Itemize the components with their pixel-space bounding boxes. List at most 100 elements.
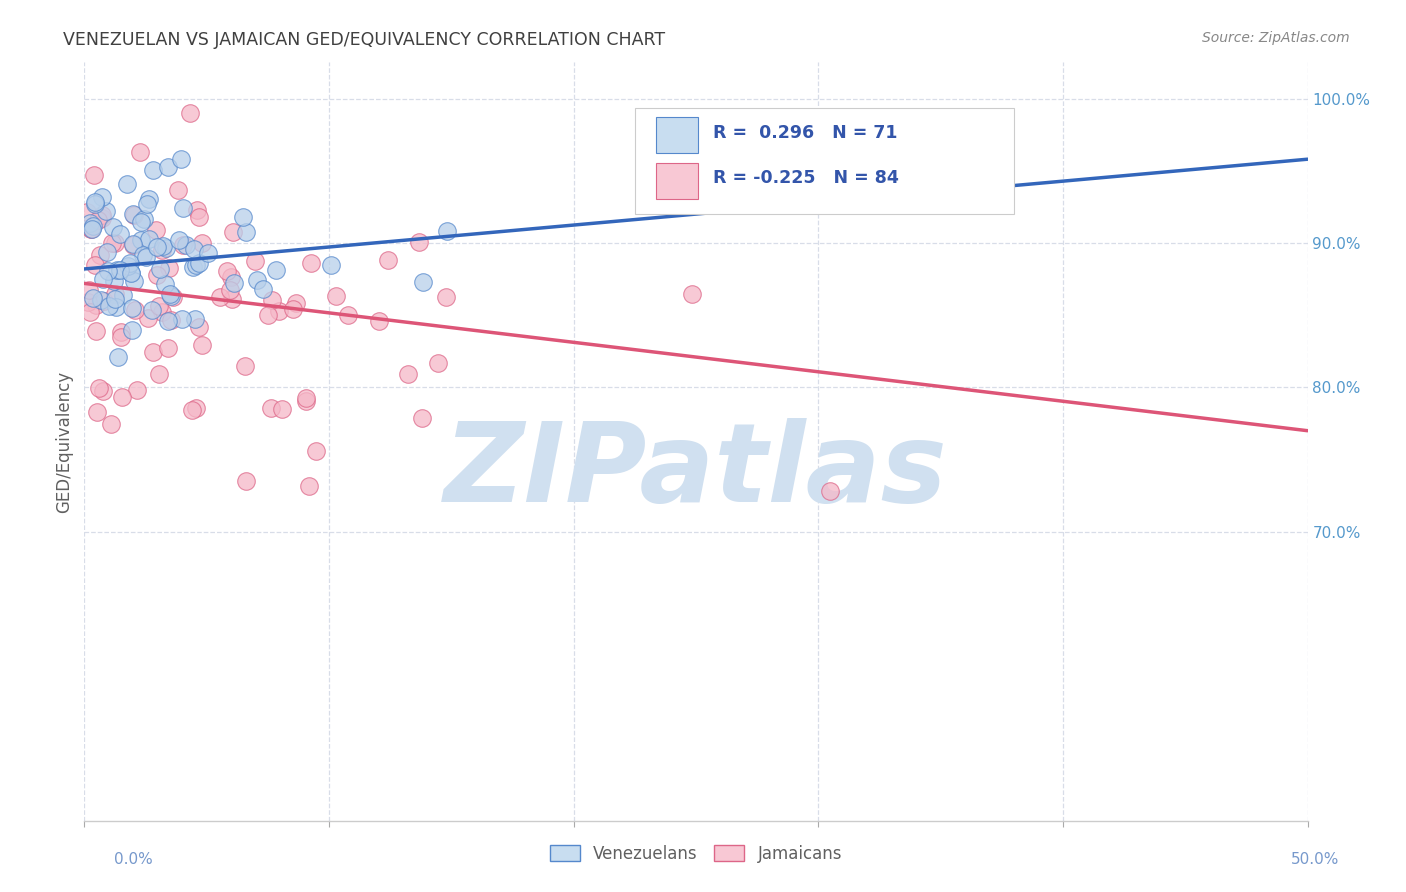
Point [191,235,214,250]
Point [367,313,389,327]
FancyBboxPatch shape [636,108,1014,214]
Point [97,264,120,278]
Point [104,236,127,251]
Point [155,277,177,291]
Text: VENEZUELAN VS JAMAICAN GED/EQUIVALENCY CORRELATION CHART: VENEZUELAN VS JAMAICAN GED/EQUIVALENCY C… [63,31,665,49]
Point [79,216,101,230]
Point [434,290,457,304]
Point [142,345,165,359]
Point [260,293,283,307]
Point [159,288,181,302]
Point [84,258,107,272]
Point [246,273,269,287]
Point [184,401,207,415]
Point [111,288,134,302]
Point [107,351,129,365]
Point [260,401,283,415]
Point [197,246,219,260]
Point [138,311,160,326]
Point [83,197,105,211]
Point [149,262,172,277]
Point [122,274,145,288]
Point [252,282,274,296]
Point [110,390,132,404]
Point [270,401,292,416]
Point [76,204,98,219]
Point [121,323,143,337]
Point [87,213,110,227]
Point [79,304,101,318]
Point [179,106,201,120]
Point [148,367,170,381]
Point [181,402,204,417]
Point [115,177,138,191]
Point [188,210,211,224]
Point [283,302,305,317]
Point [157,341,180,355]
Point [93,293,115,308]
Point [412,275,434,289]
Point [98,299,121,313]
Point [146,268,169,282]
Point [103,220,125,235]
Point [321,259,343,273]
Point [150,243,173,257]
Point [426,356,449,370]
Point [82,219,104,233]
Point [188,256,211,270]
Point [83,169,105,183]
Point [298,479,321,493]
Point [681,286,703,301]
Point [120,266,142,280]
Point [105,300,128,314]
Point [90,208,112,222]
Point [257,308,280,322]
Point [96,203,118,218]
Point [264,262,287,277]
Point [232,210,254,224]
Point [325,289,347,303]
Point [110,227,132,241]
Point [122,236,145,251]
Point [159,313,181,327]
Point [84,324,107,338]
Point [121,266,143,280]
Point [152,305,174,319]
Point [284,296,307,310]
Point [436,224,458,238]
Point [295,392,318,406]
Point [235,225,257,239]
Bar [655,162,699,199]
Point [101,236,124,251]
Point [138,192,160,206]
Point [110,329,132,343]
Legend: Venezuelans, Jamaicans: Venezuelans, Jamaicans [543,838,849,869]
Text: R = -0.225   N = 84: R = -0.225 N = 84 [713,169,898,187]
Text: Source: ZipAtlas.com: Source: ZipAtlas.com [1202,31,1350,45]
Point [104,286,127,301]
Point [103,275,125,289]
Point [100,417,122,432]
Point [155,241,177,255]
Point [121,206,143,220]
Point [215,263,238,277]
Point [129,233,152,247]
Point [87,381,110,395]
Point [90,190,112,204]
Point [411,411,433,425]
Point [167,233,190,247]
Point [80,221,103,235]
Point [82,291,104,305]
Point [172,201,194,215]
Point [169,152,191,166]
Point [77,295,100,310]
Point [110,325,132,339]
Point [125,384,148,398]
Point [184,312,207,326]
Point [209,290,232,304]
Point [122,208,145,222]
Point [186,202,208,217]
Point [80,222,103,236]
Point [148,299,170,313]
Point [188,320,211,334]
